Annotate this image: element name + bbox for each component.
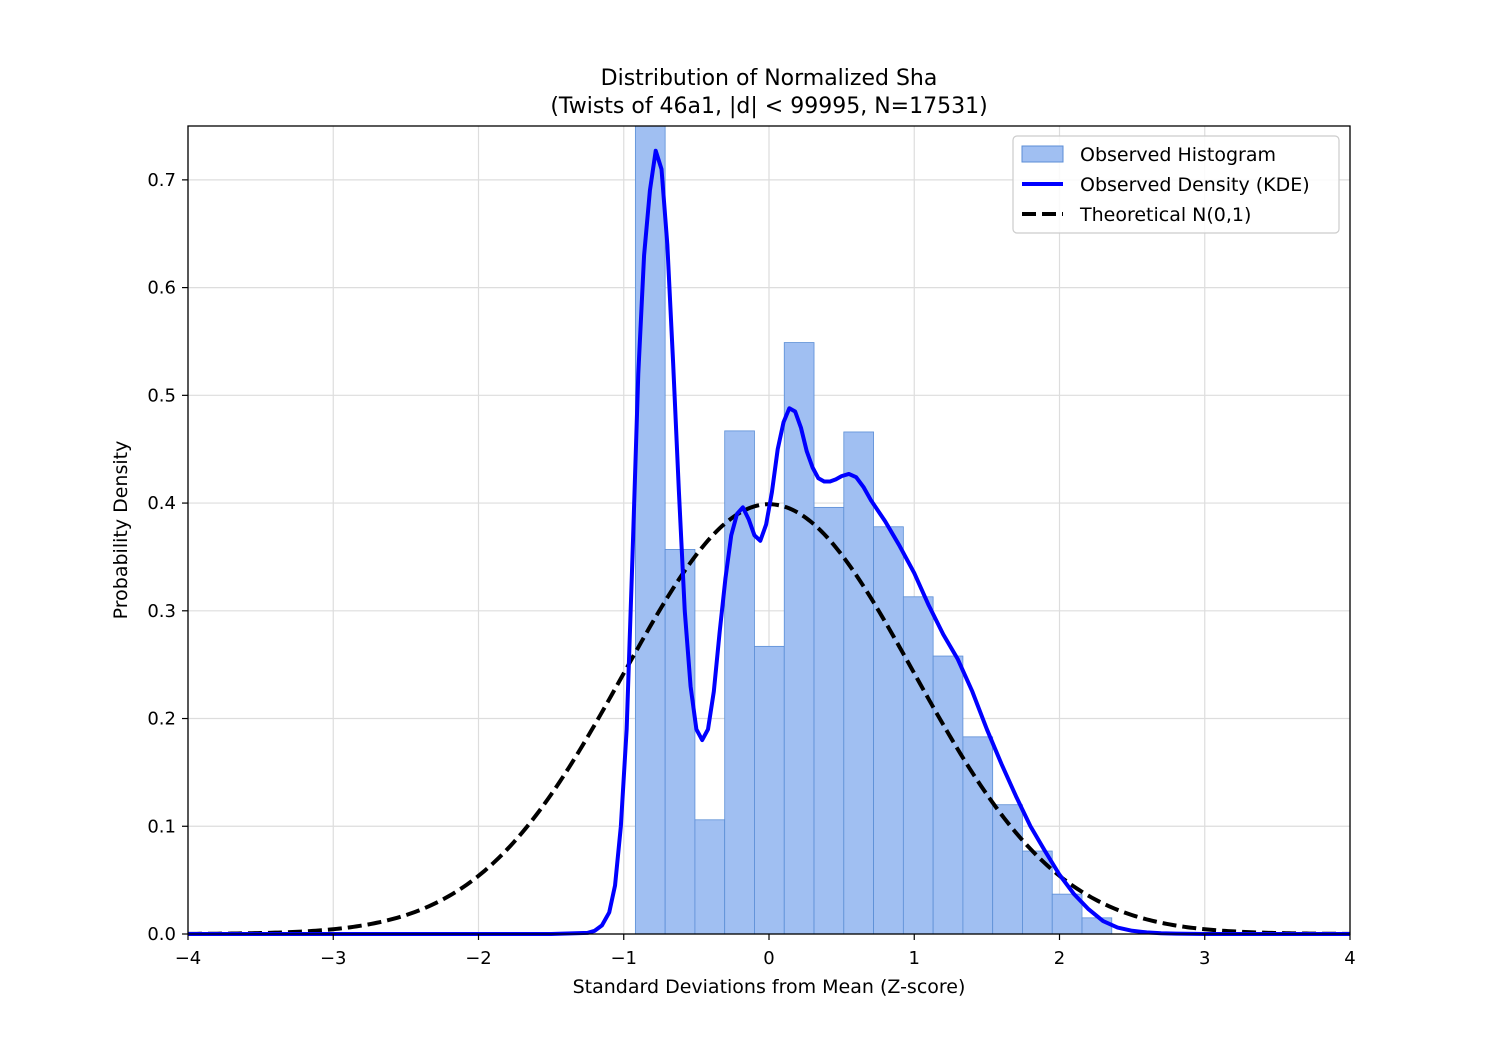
x-tick-label: 1	[909, 948, 920, 969]
chart-title-line2: (Twists of 46a1, |d| < 99995, N=17531)	[550, 94, 987, 119]
y-axis-label: Probability Density	[110, 441, 132, 620]
histogram-bar	[634, 125, 666, 935]
histogram-bar	[1051, 893, 1083, 935]
y-axis-ticks: 0.0 0.1 0.2 0.3 0.4 0.5 0.6 0.7	[147, 170, 188, 945]
histogram-bar	[843, 431, 874, 935]
y-tick-label: 0.4	[147, 493, 176, 514]
legend-theoretical-label: Theoretical N(0,1)	[1079, 204, 1251, 226]
y-tick-label: 0.7	[147, 170, 176, 191]
histogram-bar	[1081, 917, 1113, 935]
x-axis-label: Standard Deviations from Mean (Z-score)	[573, 976, 966, 998]
histogram-bar	[664, 548, 696, 935]
kde-series	[188, 148, 1350, 936]
y-tick-label: 0.5	[147, 385, 176, 406]
x-tick-label: 0	[763, 948, 774, 969]
x-tick-label: −1	[610, 948, 637, 969]
y-tick-label: 0.2	[147, 709, 176, 730]
histogram-bar	[754, 645, 785, 935]
histogram-bar	[992, 804, 1023, 935]
histogram-bar	[813, 506, 845, 935]
legend-histogram-swatch	[1021, 145, 1064, 163]
chart-title-line1: Distribution of Normalized Sha	[601, 66, 938, 91]
histogram-series	[634, 125, 1113, 935]
x-tick-label: −4	[175, 948, 202, 969]
x-tick-label: −3	[320, 948, 347, 969]
histogram-bar	[962, 736, 994, 935]
histogram-bar	[694, 819, 726, 935]
histogram-bar	[932, 655, 964, 935]
x-tick-label: 3	[1199, 948, 1210, 969]
legend-box	[1012, 135, 1340, 234]
y-tick-label: 0.1	[147, 816, 176, 837]
legend: Observed Histogram Observed Density (KDE…	[1012, 135, 1340, 234]
histogram-bar	[873, 526, 904, 935]
legend-kde-label: Observed Density (KDE)	[1080, 174, 1310, 196]
x-tick-label: 4	[1344, 948, 1355, 969]
y-tick-label: 0.3	[147, 601, 176, 622]
legend-histogram-label: Observed Histogram	[1080, 144, 1276, 166]
y-tick-label: 0.6	[147, 278, 176, 299]
histogram-bar	[902, 596, 934, 935]
histogram-bar	[783, 342, 815, 935]
y-tick-label: 0.0	[147, 924, 176, 945]
x-tick-label: −2	[465, 948, 492, 969]
x-axis-ticks: −4 −3 −2 −1 0 1 2 3 4	[175, 934, 1356, 969]
x-tick-label: 2	[1054, 948, 1065, 969]
kde-curve	[188, 148, 1350, 936]
